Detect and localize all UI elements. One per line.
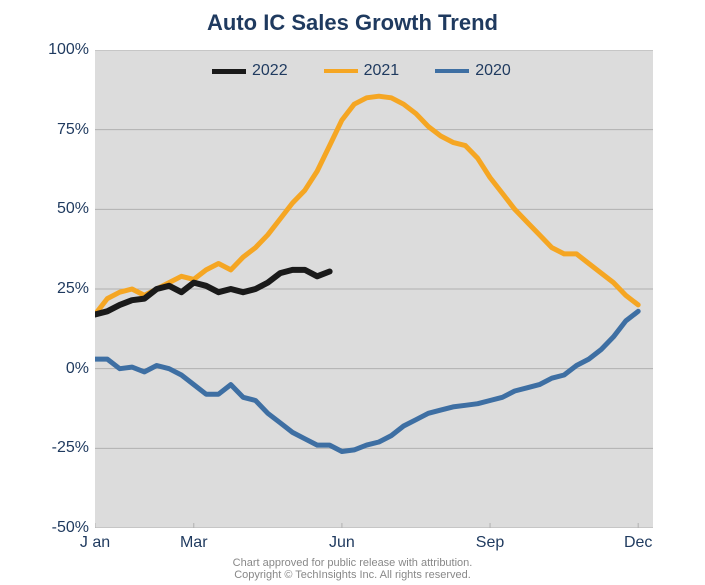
x-tick-label: J an — [80, 528, 110, 552]
legend-swatch — [324, 69, 358, 73]
x-tick-label: Mar — [180, 528, 208, 552]
legend-label: 2021 — [364, 62, 400, 80]
legend-item-2021: 2021 — [324, 62, 400, 80]
x-tick-label: Jun — [329, 528, 355, 552]
legend-swatch — [212, 69, 246, 74]
legend-item-2022: 2022 — [212, 62, 288, 80]
y-tick-label: 25% — [57, 280, 95, 298]
plot-svg — [95, 50, 653, 528]
chart-container: Auto IC Sales Growth Trend 13 Week MA of… — [0, 0, 705, 585]
credits: Chart approved for public release with a… — [0, 557, 705, 581]
legend: 2022 2021 2020 — [212, 62, 511, 80]
legend-label: 2020 — [475, 62, 511, 80]
legend-swatch — [435, 69, 469, 73]
legend-item-2020: 2020 — [435, 62, 511, 80]
chart-title: Auto IC Sales Growth Trend — [0, 10, 705, 36]
y-tick-label: 75% — [57, 121, 95, 139]
credit-line-1: Chart approved for public release with a… — [0, 557, 705, 569]
legend-label: 2022 — [252, 62, 288, 80]
y-tick-label: -25% — [52, 439, 95, 457]
credit-line-2: Copyright © TechInsights Inc. All rights… — [0, 569, 705, 581]
x-tick-label: Dec — [624, 528, 652, 552]
y-tick-label: 100% — [48, 41, 95, 59]
plot-area: -50%-25%0%25%50%75%100%J anMarJunSepDec — [95, 50, 653, 528]
y-tick-label: 50% — [57, 200, 95, 218]
y-tick-label: 0% — [66, 360, 95, 378]
x-tick-label: Sep — [476, 528, 504, 552]
